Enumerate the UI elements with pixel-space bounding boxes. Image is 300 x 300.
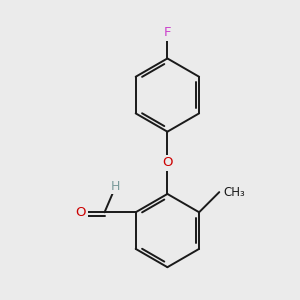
Text: F: F	[164, 26, 171, 39]
Text: H: H	[111, 180, 120, 193]
Text: O: O	[76, 206, 86, 219]
Text: CH₃: CH₃	[223, 186, 245, 199]
Text: O: O	[162, 156, 172, 169]
